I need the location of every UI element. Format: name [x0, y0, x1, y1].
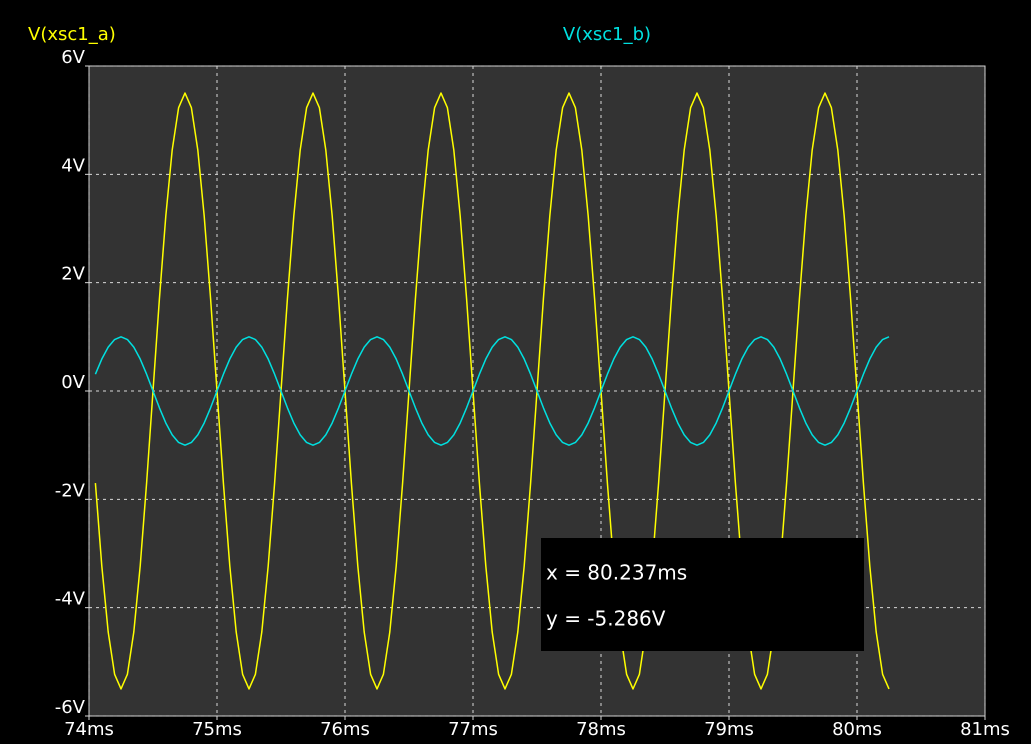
y-tick-label: -4V: [55, 589, 86, 610]
x-tick-label: 79ms: [704, 719, 754, 740]
signal-trace: [94, 336, 890, 446]
x-tick-label: 80ms: [832, 719, 882, 740]
x-tick-label: 74ms: [64, 719, 114, 740]
x-tick-label: 78ms: [576, 719, 626, 740]
legend-label: V(xsc1_a): [28, 24, 116, 45]
cursor-readout: x = 80.237ms: [546, 561, 687, 585]
x-tick-label: 81ms: [960, 719, 1010, 740]
x-tick-label: 77ms: [448, 719, 498, 740]
y-tick-label: 2V: [61, 264, 85, 285]
curves: [94, 92, 890, 690]
y-tick-label: 6V: [61, 47, 85, 68]
cursor-readout-box: [541, 538, 864, 651]
y-tick-label: 4V: [61, 155, 85, 176]
overlay: -6V -4V -2V 0V 2V 4V 6V 74ms 75ms 76ms 77ms 78ms 79m…: [28, 24, 1010, 740]
x-tick-label: 76ms: [320, 719, 370, 740]
signal-trace: [94, 92, 890, 690]
cursor-readout: y = -5.286V: [546, 607, 666, 631]
y-tick-label: -6V: [55, 697, 86, 718]
x-tick-label: 75ms: [192, 719, 242, 740]
legend-label: V(xsc1_b): [563, 24, 651, 45]
y-tick-label: 0V: [61, 372, 85, 393]
y-tick-label: -2V: [55, 480, 86, 501]
